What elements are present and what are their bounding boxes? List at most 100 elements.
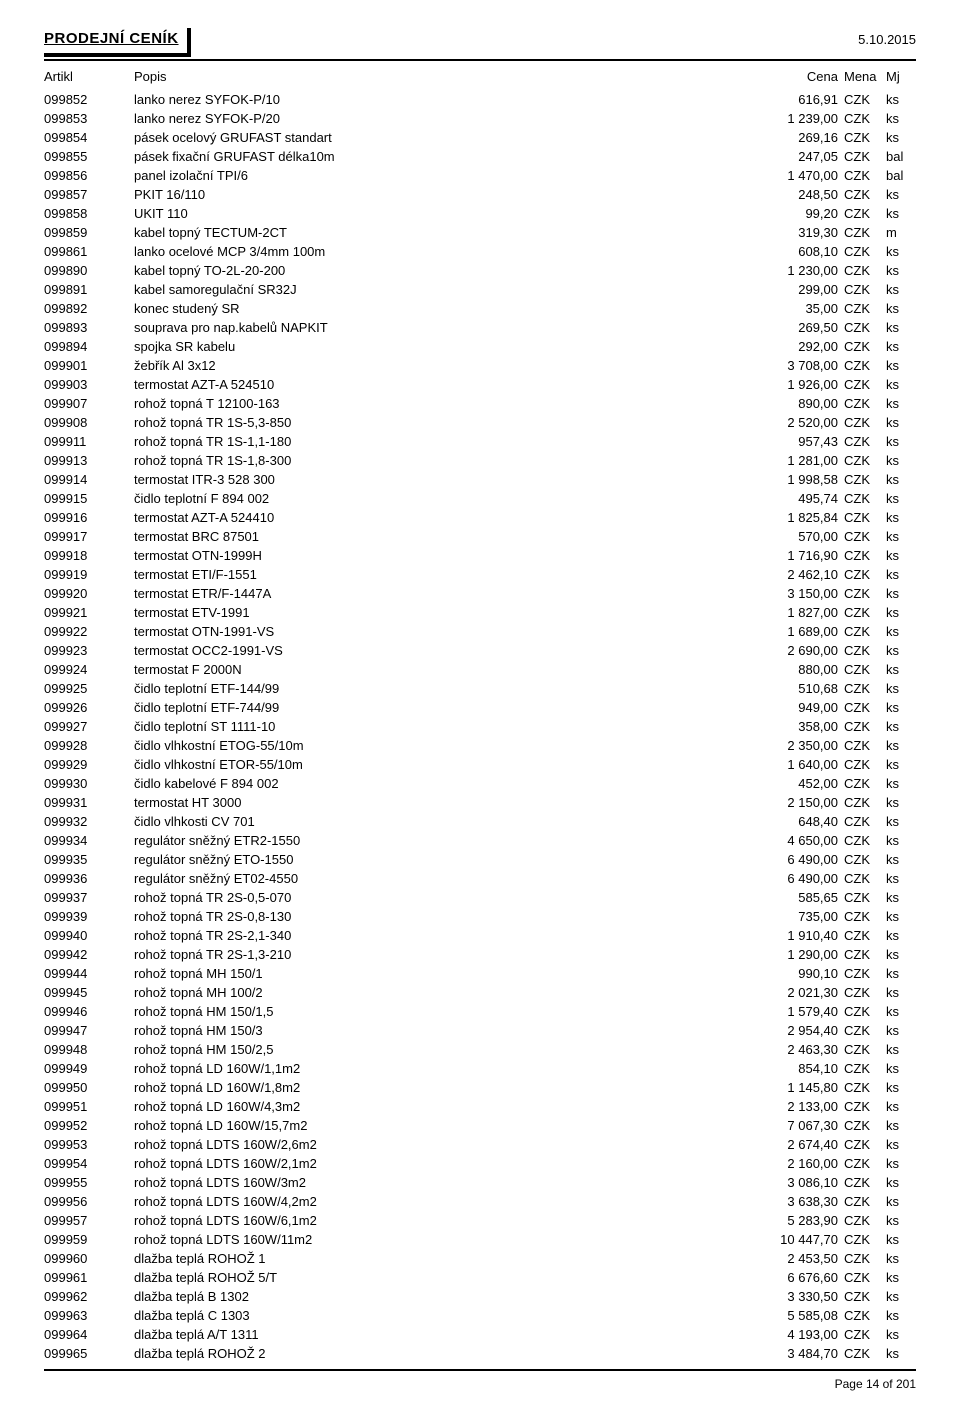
table-row: 099950rohož topná LD 160W/1,8m21 145,80C… [44, 1078, 916, 1097]
cell-mena: CZK [838, 869, 886, 888]
cell-artikl: 099931 [44, 793, 134, 812]
table-row: 099917termostat BRC 87501570,00CZKks [44, 527, 916, 546]
cell-artikl: 099940 [44, 926, 134, 945]
table-row: 099859kabel topný TECTUM-2CT319,30CZKm [44, 223, 916, 242]
cell-cena: 5 585,08 [748, 1306, 838, 1325]
cell-popis: rohož topná HM 150/3 [134, 1021, 748, 1040]
cell-cena: 1 640,00 [748, 755, 838, 774]
cell-popis: rohož topná LDTS 160W/4,2m2 [134, 1192, 748, 1211]
cell-mj: ks [886, 375, 916, 394]
cell-mj: ks [886, 983, 916, 1002]
cell-popis: rohož topná LDTS 160W/2,1m2 [134, 1154, 748, 1173]
cell-mena: CZK [838, 831, 886, 850]
cell-artikl: 099956 [44, 1192, 134, 1211]
cell-artikl: 099944 [44, 964, 134, 983]
cell-artikl: 099939 [44, 907, 134, 926]
cell-cena: 2 463,30 [748, 1040, 838, 1059]
cell-artikl: 099964 [44, 1325, 134, 1344]
cell-mena: CZK [838, 1306, 886, 1325]
cell-mj: ks [886, 774, 916, 793]
cell-cena: 99,20 [748, 204, 838, 223]
cell-popis: kabel topný TO-2L-20-200 [134, 261, 748, 280]
table-row: 099890kabel topný TO-2L-20-2001 230,00CZ… [44, 261, 916, 280]
cell-mj: ks [886, 546, 916, 565]
cell-artikl: 099932 [44, 812, 134, 831]
cell-mj: ks [886, 831, 916, 850]
cell-mj: ks [886, 413, 916, 432]
column-headers: Artikl Popis Cena Mena Mj [44, 67, 916, 87]
cell-mena: CZK [838, 622, 886, 641]
table-row: 099961dlažba teplá ROHOŽ 5/T6 676,60CZKk… [44, 1268, 916, 1287]
cell-artikl: 099854 [44, 128, 134, 147]
cell-mena: CZK [838, 983, 886, 1002]
table-row: 099935regulátor sněžný ETO-15506 490,00C… [44, 850, 916, 869]
cell-artikl: 099953 [44, 1135, 134, 1154]
table-row: 099907rohož topná T 12100-163890,00CZKks [44, 394, 916, 413]
cell-cena: 292,00 [748, 337, 838, 356]
cell-popis: termostat BRC 87501 [134, 527, 748, 546]
cell-mena: CZK [838, 1325, 886, 1344]
cell-popis: pásek ocelový GRUFAST standart [134, 128, 748, 147]
cell-mj: ks [886, 622, 916, 641]
cell-cena: 452,00 [748, 774, 838, 793]
cell-artikl: 099954 [44, 1154, 134, 1173]
cell-mj: ks [886, 337, 916, 356]
cell-cena: 2 133,00 [748, 1097, 838, 1116]
cell-mj: ks [886, 1059, 916, 1078]
cell-cena: 1 825,84 [748, 508, 838, 527]
cell-mj: ks [886, 1211, 916, 1230]
page-footer: Page 14 of 201 [44, 1369, 916, 1393]
cell-cena: 957,43 [748, 432, 838, 451]
cell-mena: CZK [838, 166, 886, 185]
cell-mena: CZK [838, 280, 886, 299]
table-row: 099955rohož topná LDTS 160W/3m23 086,10C… [44, 1173, 916, 1192]
cell-popis: konec studený SR [134, 299, 748, 318]
cell-popis: čidlo teplotní ETF-744/99 [134, 698, 748, 717]
cell-popis: rohož topná TR 1S-5,3-850 [134, 413, 748, 432]
cell-mena: CZK [838, 1135, 886, 1154]
cell-cena: 1 239,00 [748, 109, 838, 128]
cell-mj: m [886, 223, 916, 242]
cell-popis: termostat OTN-1999H [134, 546, 748, 565]
cell-cena: 735,00 [748, 907, 838, 926]
cell-mena: CZK [838, 1097, 886, 1116]
table-row: 099956rohož topná LDTS 160W/4,2m23 638,3… [44, 1192, 916, 1211]
cell-mj: ks [886, 869, 916, 888]
title-box: PRODEJNÍ CENÍK [44, 28, 191, 57]
cell-mena: CZK [838, 318, 886, 337]
cell-mena: CZK [838, 508, 886, 527]
cell-cena: 2 021,30 [748, 983, 838, 1002]
cell-mj: ks [886, 1021, 916, 1040]
table-row: 099945rohož topná MH 100/22 021,30CZKks [44, 983, 916, 1002]
cell-mena: CZK [838, 109, 886, 128]
cell-artikl: 099894 [44, 337, 134, 356]
table-body: 099852lanko nerez SYFOK-P/10616,91CZKks0… [44, 90, 916, 1363]
cell-popis: rohož topná TR 2S-0,5-070 [134, 888, 748, 907]
cell-artikl: 099913 [44, 451, 134, 470]
cell-artikl: 099890 [44, 261, 134, 280]
cell-cena: 6 490,00 [748, 850, 838, 869]
table-row: 099965dlažba teplá ROHOŽ 23 484,70CZKks [44, 1344, 916, 1363]
cell-popis: termostat F 2000N [134, 660, 748, 679]
cell-popis: termostat OCC2-1991-VS [134, 641, 748, 660]
cell-mj: ks [886, 280, 916, 299]
cell-mena: CZK [838, 128, 886, 147]
cell-popis: rohož topná TR 2S-2,1-340 [134, 926, 748, 945]
cell-popis: rohož topná MH 100/2 [134, 983, 748, 1002]
cell-mena: CZK [838, 812, 886, 831]
cell-artikl: 099946 [44, 1002, 134, 1021]
cell-mena: CZK [838, 546, 886, 565]
cell-artikl: 099962 [44, 1287, 134, 1306]
table-row: 099893souprava pro nap.kabelů NAPKIT269,… [44, 318, 916, 337]
table-row: 099911rohož topná TR 1S-1,1-180957,43CZK… [44, 432, 916, 451]
cell-artikl: 099852 [44, 90, 134, 109]
cell-mj: ks [886, 888, 916, 907]
cell-popis: rohož topná LDTS 160W/2,6m2 [134, 1135, 748, 1154]
cell-artikl: 099892 [44, 299, 134, 318]
cell-mena: CZK [838, 1230, 886, 1249]
cell-mena: CZK [838, 945, 886, 964]
cell-artikl: 099937 [44, 888, 134, 907]
cell-cena: 1 716,90 [748, 546, 838, 565]
cell-cena: 2 350,00 [748, 736, 838, 755]
table-row: 099929čidlo vlhkostní ETOR-55/10m1 640,0… [44, 755, 916, 774]
